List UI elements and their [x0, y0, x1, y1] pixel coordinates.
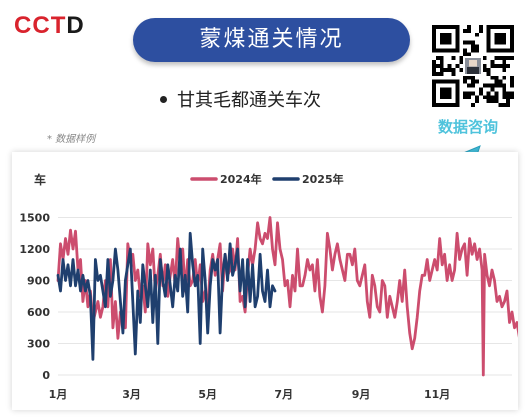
page-title: 蒙煤通关情况: [133, 18, 410, 62]
qr-code-icon[interactable]: [432, 25, 514, 107]
logo-letter: C: [32, 12, 51, 39]
chart-subtitle-text: 甘其毛都通关车次: [177, 90, 321, 111]
qr-caption[interactable]: 数据咨询: [438, 118, 499, 136]
legend-label: 2024年: [220, 172, 262, 186]
y-tick-label: 0: [42, 369, 50, 382]
chart-card: 0 300 600 900 1200 1500 车 1月 3月 5月 7月 9月 11月 2024年 202…: [12, 152, 526, 410]
cctd-logo: CCTD: [14, 12, 85, 40]
y-tick-label: 1500: [19, 212, 50, 225]
sample-note: * 数据样例: [47, 134, 96, 145]
logo-letter: D: [66, 12, 85, 39]
series-line: [56, 216, 526, 377]
bullet-dot-icon: [160, 95, 167, 103]
x-tick-label: 7月: [274, 388, 293, 401]
y-tick-label: 900: [27, 275, 50, 288]
line-chart: 0 300 600 900 1200 1500 车 1月 3月 5月 7月 9月 11月 2024年 202…: [19, 172, 526, 401]
y-axis-label: 车: [34, 172, 46, 187]
x-tick-label: 9月: [352, 388, 371, 401]
y-tick-label: 600: [27, 306, 50, 319]
legend-label: 2025年: [302, 172, 344, 186]
series-line: [56, 231, 277, 361]
logo-letter: T: [50, 12, 67, 39]
x-tick-label: 3月: [122, 388, 141, 401]
logo-letter: C: [14, 12, 33, 39]
x-tick-label: 11月: [424, 388, 450, 401]
x-tick-label: 5月: [198, 388, 217, 401]
chart-subtitle: 甘其毛都通关车次: [160, 86, 321, 112]
y-tick-label: 1200: [19, 243, 50, 256]
y-tick-label: 300: [27, 338, 50, 351]
x-tick-label: 1月: [49, 388, 68, 401]
